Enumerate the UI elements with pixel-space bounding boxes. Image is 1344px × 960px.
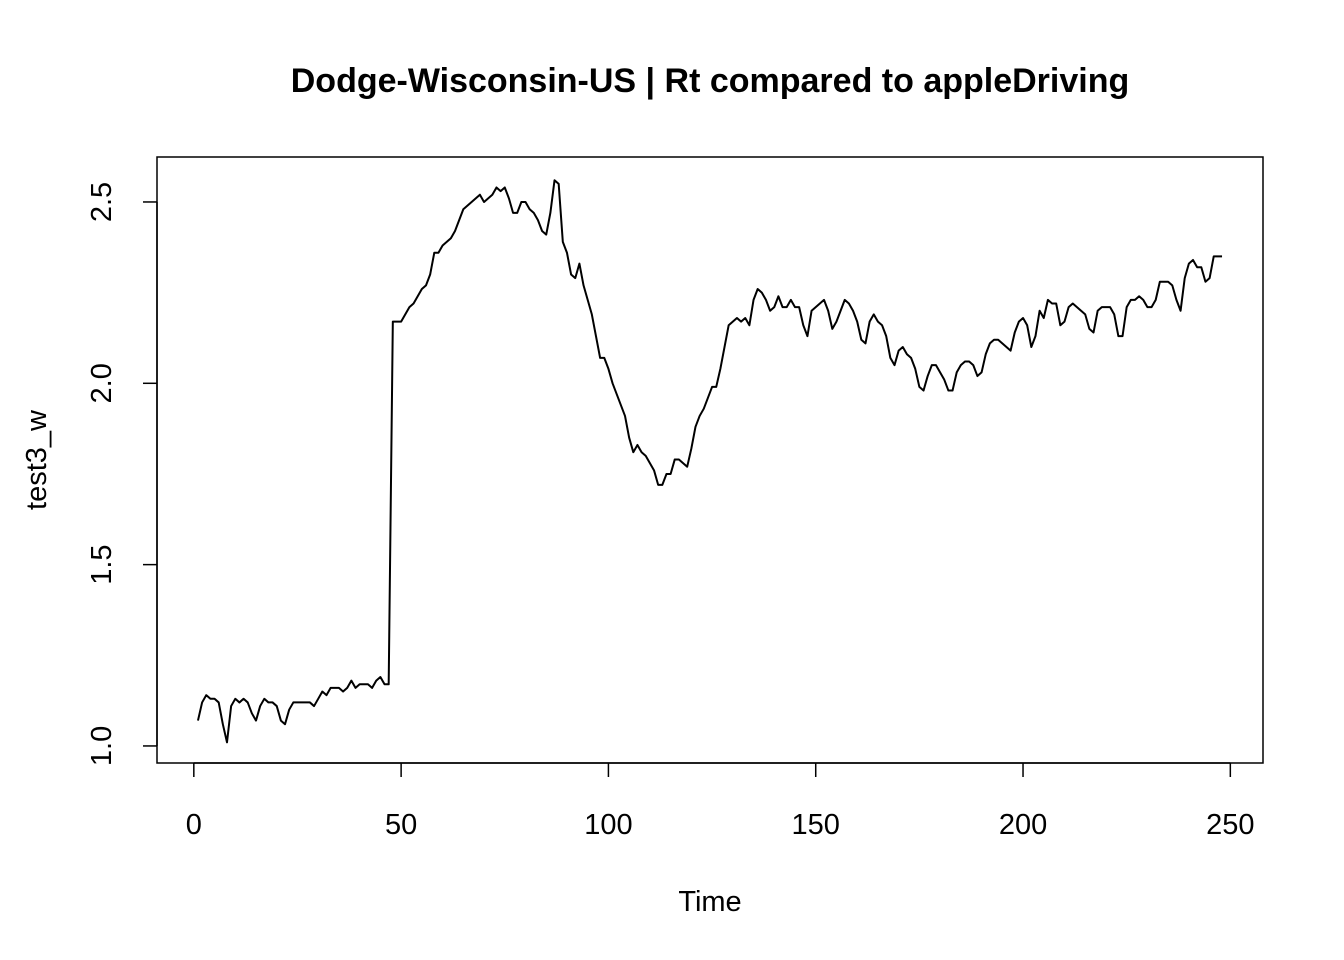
- y-tick-label: 1.0: [86, 726, 118, 766]
- x-axis-label: Time: [678, 886, 741, 918]
- chart-title: Dodge-Wisconsin-US | Rt compared to appl…: [291, 62, 1130, 100]
- x-tick-label: 50: [385, 809, 417, 841]
- x-tick-label: 200: [999, 809, 1047, 841]
- y-tick-label: 2.5: [86, 182, 118, 222]
- x-tick-label: 100: [584, 809, 632, 841]
- y-tick-label: 1.5: [86, 544, 118, 584]
- line-series: [196, 179, 1223, 744]
- x-tick-label: 0: [186, 809, 202, 841]
- y-axis-label: test3_w: [21, 409, 53, 510]
- y-tick-label: 2.0: [86, 363, 118, 403]
- x-tick-label: 250: [1206, 809, 1254, 841]
- x-tick-label: 150: [792, 809, 840, 841]
